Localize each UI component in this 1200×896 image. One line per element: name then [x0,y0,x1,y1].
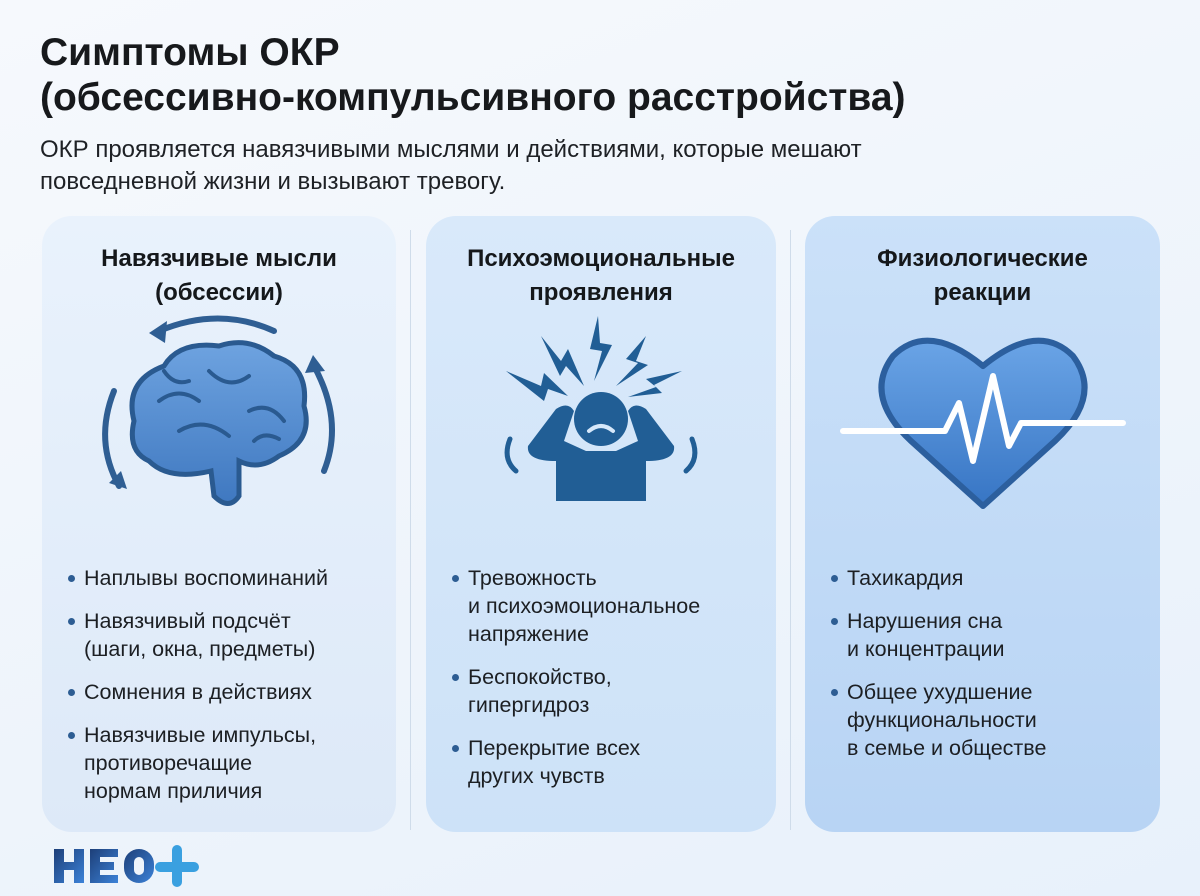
item-text: гипергидроз [468,693,590,717]
item-text: Наплывы воспоминаний [84,566,328,590]
list-item: Тахикардия [831,564,1150,592]
list-item: Навязчивый подсчёт (шаги, окна, предметы) [68,607,386,663]
title-line: (обсессивно-компульсивного расстройства) [40,76,906,119]
page-title: Симптомы ОКР (обсессивно-компульсивного … [40,30,906,120]
divider [410,230,411,830]
item-text: Беспокойство, [468,665,612,689]
item-text: Навязчивый подсчёт [84,609,291,633]
item-text: Навязчивые импульсы, [84,723,317,747]
heading-line: (обсессии) [155,279,283,306]
item-text: в семье и обществе [847,736,1047,760]
list-item: Навязчивые импульсы, противоречащие нормам… [68,721,386,805]
item-text: противоречащие [84,751,253,775]
heading-line: реакции [933,279,1032,306]
subtitle-line: ОКР проявляется навязчивыми мыслями и де… [40,136,862,163]
item-text: Тревожность [468,566,597,590]
item-text: и психоэмоциональное [468,594,701,618]
item-text: функциональности [847,708,1037,732]
heading-line: проявления [529,279,673,306]
symptom-list: Тревожность и психоэмоциональное напряжени… [452,564,766,805]
item-text: и концентрации [847,637,1005,661]
brain-with-cycle-arrows-icon [42,311,396,531]
title-line: Симптомы ОКР [40,31,340,74]
heading-line: Психоэмоциональные [467,245,735,272]
list-item: Сомнения в действиях [68,678,386,706]
item-text: Тахикардия [847,566,964,590]
card-obsessions: Навязчивые мысли (обсессии) Наплывы воспо… [42,216,396,832]
card-heading: Навязчивые мысли (обсессии) [42,242,396,310]
list-item: Тревожность и психоэмоциональное напряжени… [452,564,766,648]
heart-pulse-icon [805,311,1160,531]
symptom-list: Тахикардия Нарушения сна и концентрации О… [831,564,1150,777]
list-item: Нарушения сна и концентрации [831,607,1150,663]
list-item: Перекрытие всех других чувств [452,734,766,790]
item-text: напряжение [468,622,590,646]
item-text: нормам приличия [84,779,263,803]
subtitle-line: повседневной жизни и вызывают тревогу. [40,168,506,195]
page-subtitle: ОКР проявляется навязчивыми мыслями и де… [40,134,862,198]
item-text: Нарушения сна [847,609,1003,633]
list-item: Беспокойство, гипергидроз [452,663,766,719]
list-item: Общее ухудшение функциональности в семье и… [831,678,1150,762]
card-physiological: Физиологические реакции Тахикардия Наруше… [805,216,1160,832]
item-text: других чувств [468,764,605,788]
heading-line: Физиологические [877,245,1088,272]
brand-logo [52,845,202,892]
card-psychoemotional: Психоэмоциональные проявления Тревожность… [426,216,776,832]
card-heading: Физиологические реакции [805,242,1160,310]
card-heading: Психоэмоциональные проявления [426,242,776,310]
item-text: Общее ухудшение [847,680,1033,704]
item-text: Сомнения в действиях [84,680,312,704]
heading-line: Навязчивые мысли [101,245,337,272]
item-text: (шаги, окна, предметы) [84,637,316,661]
symptom-list: Наплывы воспоминаний Навязчивый подсчёт (… [68,564,386,820]
divider [790,230,791,830]
stressed-person-icon [426,311,776,531]
item-text: Перекрытие всех [468,736,641,760]
list-item: Наплывы воспоминаний [68,564,386,592]
